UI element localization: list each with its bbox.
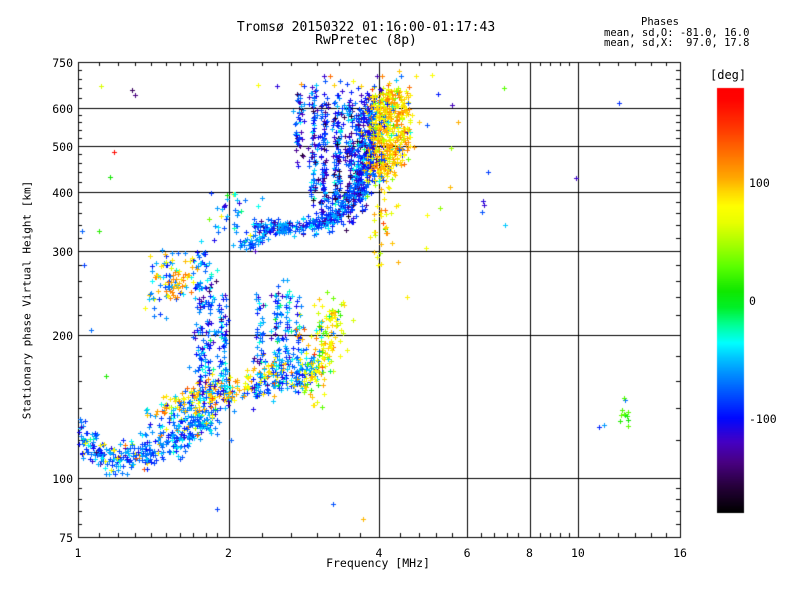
x-tick-label: 10 [571,546,585,560]
colorbar-label: [deg] [710,68,747,82]
x-tick-label: 4 [375,546,383,560]
y-tick-label: 200 [52,328,73,343]
y-axis-label: Stationary phase Virtual Height [km] [20,180,34,420]
plot-subtitle: RwPretec (8p) [315,33,417,48]
y-tick-label: 500 [52,139,73,154]
x-tick-label: 6 [463,546,471,560]
x-tick-label: 2 [225,546,232,560]
stats-header: Phases [641,16,679,28]
y-tick-label: 400 [52,185,73,200]
colorbar-tick-label: 0 [749,294,756,308]
stats-mean-o: mean, sd,O: -81.0, 16.0 [604,27,750,39]
x-axis-label: Frequency [MHz] [326,556,430,570]
x-tick-label: 1 [74,546,82,560]
x-tick-label: 8 [526,546,533,560]
x-tick-label: 16 [673,546,687,560]
colorbar-tick-label: -100 [749,411,777,426]
y-tick-label: 75 [59,531,73,545]
y-tick-label: 300 [52,245,73,260]
colorbar-tick-label: 100 [749,176,770,191]
plot-title: Tromsø 20150322 01:16:00-01:17:43 [236,20,496,35]
y-tick-label: 750 [52,56,73,70]
stats-mean-x: mean, sd,X: 97.0, 17.8 [604,37,750,49]
y-tick-label: 100 [52,471,73,486]
y-tick-label: 600 [52,102,73,117]
